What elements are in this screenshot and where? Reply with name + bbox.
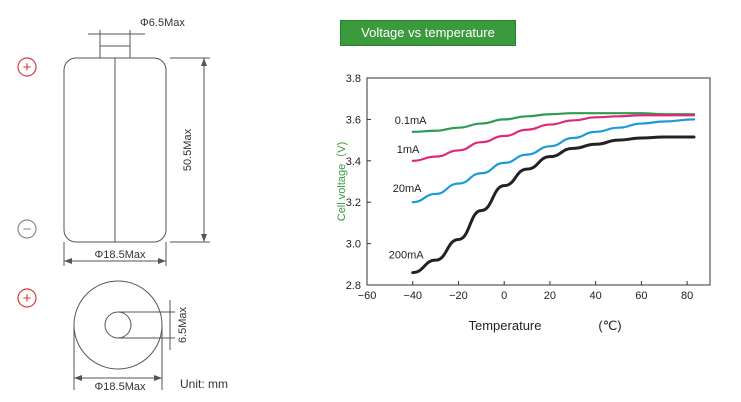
y-tick-label: 3.8 — [346, 73, 361, 85]
series-label: 20mA — [393, 183, 422, 195]
end-arrow-left — [74, 375, 82, 381]
x-tick-label: 80 — [681, 290, 693, 302]
plus-icon-top — [17, 57, 37, 77]
plus-icon-bottom — [17, 288, 37, 308]
series-lines — [411, 112, 696, 275]
series-line-200ma — [411, 135, 696, 275]
chart-title-banner: Voltage vs temperature — [340, 20, 516, 46]
series-label: 200mA — [389, 250, 425, 262]
plot-area — [366, 77, 711, 286]
y-tick-label: 3.2 — [346, 197, 361, 209]
series-line-0-1ma — [411, 112, 696, 133]
minus-symbol: − — [23, 221, 32, 238]
series-label: 0.1mA — [395, 115, 427, 127]
x-tick-label: 40 — [590, 290, 602, 302]
series-line-20ma — [411, 118, 696, 204]
diameter-arrow-right — [158, 258, 166, 264]
x-tick-label: 20 — [544, 290, 556, 302]
end-diameter-label: Φ18.5Max — [95, 381, 146, 393]
y-tick-label: 3.4 — [346, 156, 361, 168]
series-line-1ma — [411, 114, 696, 162]
series-label: 1mA — [397, 144, 420, 156]
x-tick-label: 0 — [501, 290, 507, 302]
body-diameter-label: Φ18.5Max — [95, 249, 146, 261]
y-tick-label: 2.8 — [346, 280, 361, 292]
end-arrow-right — [154, 375, 162, 381]
y-tick-label: 3.0 — [346, 239, 361, 251]
unit-label: Unit: mm — [180, 377, 228, 391]
height-arrow-bottom — [201, 234, 207, 242]
y-tick-label: 3.6 — [346, 114, 361, 126]
top-diameter-label: Φ6.5Max — [140, 17, 185, 29]
chart-title: Voltage vs temperature — [361, 25, 495, 40]
x-tick-label: −40 — [403, 290, 422, 302]
plus-symbol-bottom: + — [23, 290, 32, 307]
y-axis-label: Cell voltage（V) — [335, 142, 348, 221]
axis-ticks: −60 −40 −20 0 20 40 60 80 2.8 3.0 3.2 3.4 3.6 3.8 — [346, 73, 694, 302]
height-arrow-top — [201, 58, 207, 66]
series-labels: 0.1mA 1mA 20mA 200mA — [389, 115, 427, 262]
x-tick-label: −60 — [358, 290, 377, 302]
x-tick-label: 60 — [635, 290, 647, 302]
x-axis-label: Temperature — [469, 318, 542, 333]
terminal-diameter-label: 6.5Max — [177, 306, 189, 343]
x-axis-unit: (℃) — [598, 318, 621, 333]
x-tick-label: −20 — [449, 290, 468, 302]
diameter-arrow-left — [64, 258, 72, 264]
plus-symbol-top: + — [23, 59, 32, 76]
height-label: 50.5Max — [182, 128, 194, 171]
minus-icon — [17, 219, 37, 239]
